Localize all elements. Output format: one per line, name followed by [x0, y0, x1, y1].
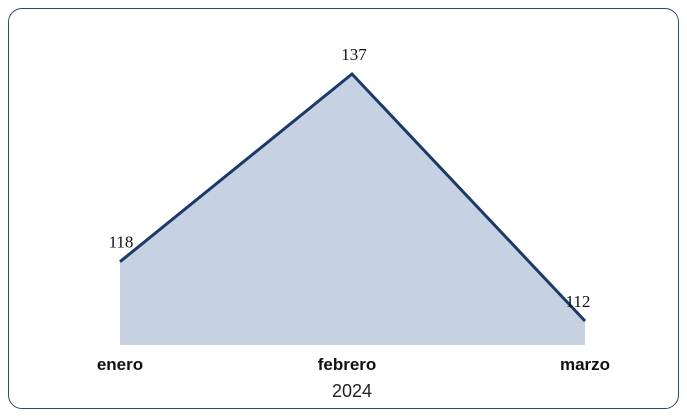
data-labels: 118 137 112 [109, 45, 591, 311]
data-label: 137 [341, 45, 367, 64]
category-labels: enero febrero marzo [97, 355, 610, 374]
area-fill [120, 74, 585, 345]
category-label: enero [97, 355, 143, 374]
data-label: 118 [109, 233, 134, 252]
series-line [119, 71, 587, 323]
x-axis-title: 2024 [332, 381, 372, 401]
data-label: 112 [566, 292, 591, 311]
category-label: marzo [560, 355, 610, 374]
category-label: febrero [318, 355, 377, 374]
